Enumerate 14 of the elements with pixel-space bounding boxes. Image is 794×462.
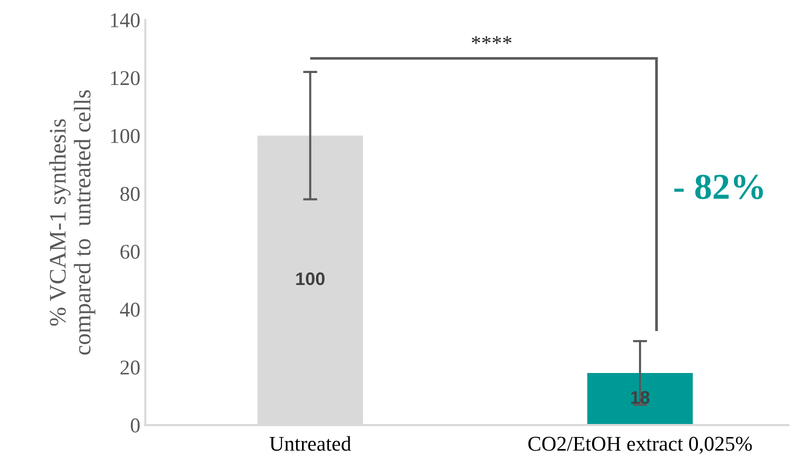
- y-tick-label: 80: [120, 186, 140, 201]
- y-axis-title: % VCAM-1 synthesis compared to untreated cells: [49, 90, 96, 355]
- annotation: ****: [472, 36, 512, 44]
- y-tick-label: 0: [130, 418, 140, 432]
- x-tick-label: CO2/EtOH extract 0,025%: [528, 436, 752, 454]
- data-label: 100: [296, 272, 325, 286]
- y-tick-label: 120: [111, 71, 140, 86]
- x-tick-label: Untreated: [270, 436, 352, 451]
- annotation: - 82%: [674, 174, 763, 200]
- y-tick-label: 100: [111, 129, 140, 144]
- y-tick-label: 140: [111, 13, 140, 28]
- y-tick-label: 20: [120, 360, 140, 375]
- y-tick-label: 40: [120, 302, 140, 317]
- y-tick-label: 60: [120, 244, 140, 259]
